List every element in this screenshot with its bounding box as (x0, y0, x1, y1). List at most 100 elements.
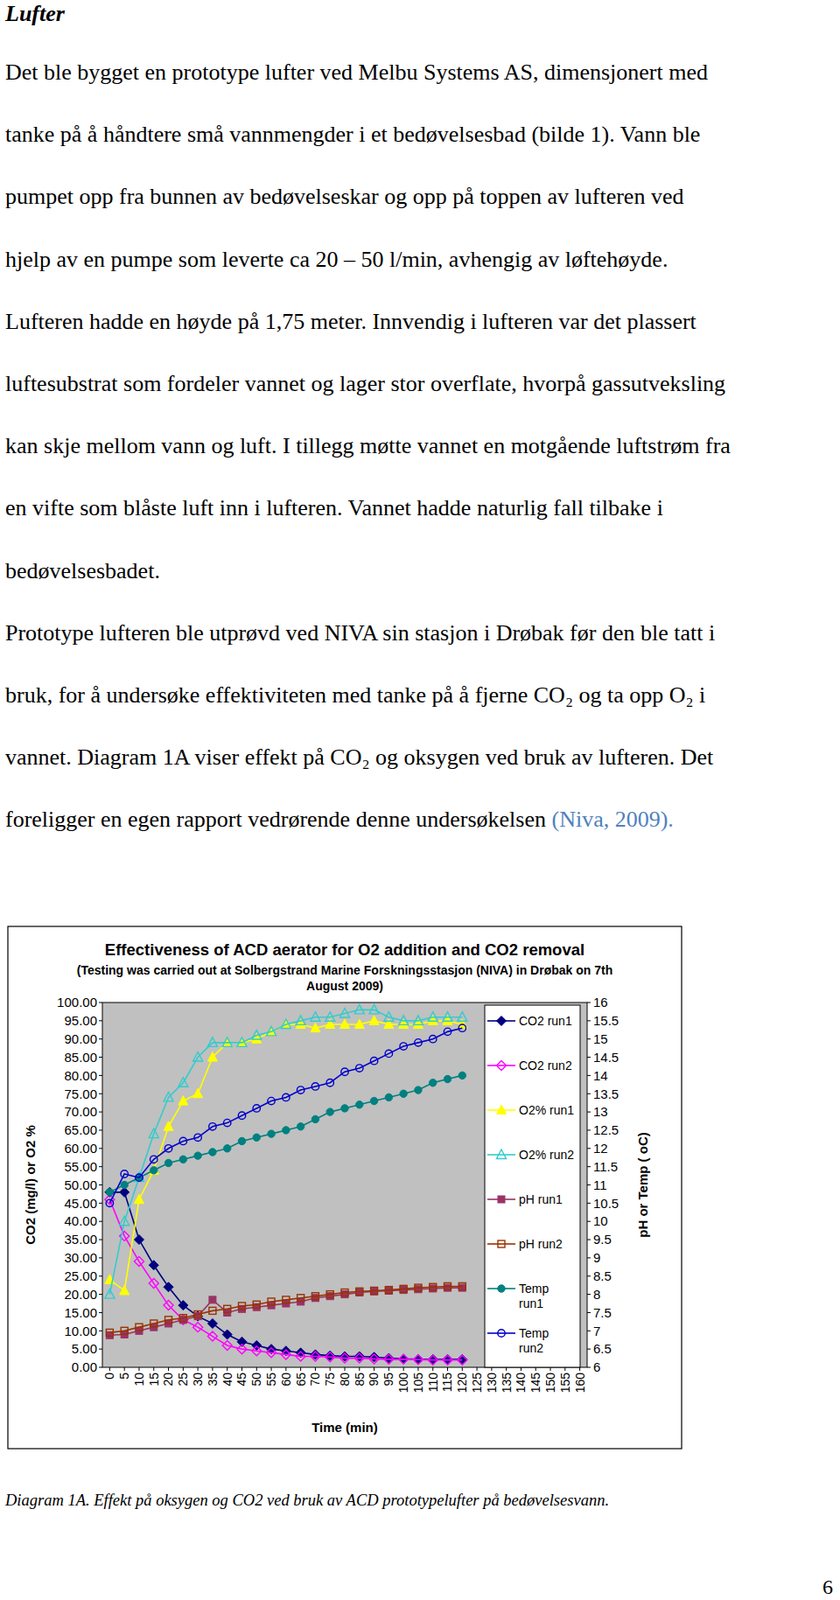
plot-area (102, 1002, 588, 1368)
legend-line (487, 1064, 516, 1067)
data-point (193, 1323, 203, 1333)
legend-label-line: Temp (518, 1281, 549, 1296)
y2-tick (587, 1038, 591, 1040)
y-tick-label: 45.00 (63, 1196, 98, 1211)
data-point (193, 1088, 203, 1099)
body-line: kan skje mellom vann og luft. I tillegg … (5, 433, 731, 459)
data-point (399, 1043, 407, 1050)
y2-tick (587, 1239, 591, 1241)
y-tick (98, 1166, 103, 1168)
x-tick-label: 45 (234, 1372, 249, 1387)
x-tick-label: 40 (220, 1372, 235, 1387)
y2-tick-label: 15.5 (593, 1013, 619, 1029)
data-point (326, 1108, 334, 1116)
x-tick (211, 1367, 213, 1372)
y2-tick (587, 1294, 591, 1295)
data-point (150, 1167, 158, 1175)
data-point (356, 1064, 364, 1072)
x-tick (226, 1367, 228, 1372)
data-point (238, 1137, 245, 1145)
data-point (267, 1130, 275, 1138)
data-point (135, 1174, 143, 1182)
y2-tick-label: 13 (593, 1104, 609, 1120)
citation: (Niva, 2009). (551, 806, 673, 833)
data-point (209, 1296, 217, 1304)
data-point (194, 1311, 202, 1319)
x-tick (520, 1367, 522, 1372)
series-line (109, 1075, 462, 1192)
y2-tick-label: 11.5 (593, 1159, 618, 1175)
body-line: tanke på å håndtere små vannmengder i et… (5, 121, 700, 147)
data-point (209, 1123, 217, 1131)
data-point (120, 1181, 128, 1189)
data-point (399, 1285, 407, 1293)
x-tick (462, 1367, 463, 1372)
y-tick (98, 1075, 103, 1077)
body-line: Lufteren hadde en høyde på 1,75 meter. I… (5, 308, 698, 335)
body-line: en vifte som blåste luft inn i lufteren.… (5, 495, 664, 521)
x-tick-label: 80 (337, 1372, 352, 1387)
series-line (109, 1286, 462, 1333)
section-title: Lufter (4, 0, 66, 27)
y-tick (98, 1330, 103, 1332)
data-point (163, 1301, 174, 1311)
x-tick (535, 1367, 537, 1372)
y-axis-title: CO2 (mg/l) or O2 % (22, 1125, 38, 1246)
x-tick (373, 1367, 375, 1372)
data-point (164, 1145, 172, 1153)
data-point (414, 1039, 422, 1047)
x-tick-label: 70 (308, 1372, 322, 1387)
y-tick (98, 1349, 103, 1351)
data-point (282, 1127, 290, 1134)
y2-tick (587, 1275, 591, 1277)
x-tick-label: 130 (484, 1372, 499, 1394)
y2-tick (587, 1257, 591, 1259)
data-point (105, 1329, 113, 1337)
data-point (340, 1019, 350, 1029)
x-tick (300, 1367, 301, 1372)
data-point (223, 1145, 231, 1153)
data-point (120, 1170, 128, 1178)
data-point (429, 1036, 437, 1043)
y2-tick-label: 6.5 (593, 1341, 612, 1357)
x-tick-label: 120 (455, 1372, 469, 1394)
data-point (179, 1315, 187, 1323)
data-point (310, 1012, 321, 1022)
data-point (297, 1295, 305, 1302)
legend-label: pH run1 (518, 1192, 563, 1207)
x-tick (579, 1367, 581, 1372)
y2-tick-label: 10.5 (593, 1196, 619, 1211)
caption: Diagram 1A. Effekt på oksygen og CO2 ved… (4, 1491, 609, 1510)
data-point (444, 1282, 452, 1290)
data-point (163, 1092, 174, 1102)
x-tick (403, 1367, 405, 1372)
data-point (429, 1283, 437, 1291)
data-point (341, 1068, 349, 1076)
data-point (209, 1307, 217, 1315)
y2-tick-label: 14 (593, 1068, 609, 1084)
data-point (252, 1301, 260, 1309)
x-tick (417, 1367, 419, 1372)
x-tick-label: 75 (322, 1372, 337, 1387)
data-point (252, 1346, 262, 1357)
data-point (340, 1008, 350, 1019)
y2-tick (587, 1002, 591, 1004)
data-point (443, 1075, 451, 1083)
data-point (266, 1026, 277, 1036)
body-line: luftesubstrat som fordeler vannet og lag… (5, 371, 726, 397)
x-tick (109, 1367, 111, 1372)
chart-title: Effectiveness of ACD aerator for O2 addi… (105, 940, 585, 959)
y-tick-label: 20.00 (63, 1287, 98, 1302)
x-tick (564, 1367, 566, 1372)
body-line: vannet. Diagram 1A viser effekt på CO₂ o… (5, 744, 714, 770)
data-point (413, 1355, 423, 1365)
body-line: pumpet opp fra bunnen av bedøvelseskar o… (5, 183, 684, 210)
data-point (148, 1279, 159, 1289)
data-point (163, 1282, 174, 1293)
y2-tick (587, 1020, 591, 1022)
y-tick-label: 15.00 (63, 1305, 98, 1321)
y2-tick (587, 1349, 591, 1351)
data-point (222, 1330, 232, 1340)
y2-tick-label: 12 (593, 1141, 609, 1156)
series-line (109, 1192, 462, 1360)
